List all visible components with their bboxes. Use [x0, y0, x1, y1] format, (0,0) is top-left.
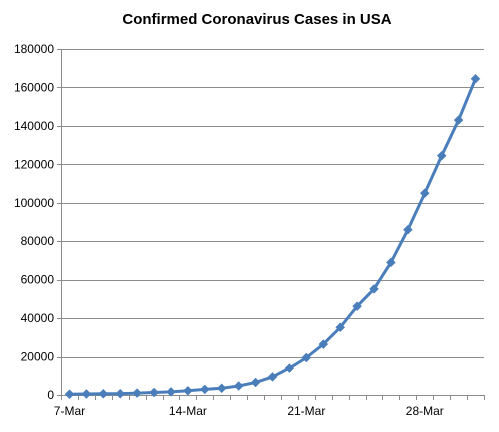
chart-title: Confirmed Coronavirus Cases in USA [122, 11, 391, 28]
y-tick-label: 100000 [14, 196, 54, 210]
data-point-marker [267, 372, 278, 382]
y-tick-label: 0 [47, 388, 54, 402]
data-point-marker [81, 389, 92, 399]
data-point-marker [64, 389, 75, 400]
data-point-marker [98, 388, 109, 399]
data-point-marker [403, 224, 413, 235]
data-point-marker [470, 73, 481, 84]
y-tick-label: 40000 [21, 311, 55, 325]
data-point-marker [166, 387, 176, 397]
data-point-marker [453, 115, 464, 125]
data-point-marker [183, 385, 193, 396]
y-tick-label: 80000 [21, 234, 55, 248]
gridlines [61, 49, 484, 358]
data-point-marker [199, 384, 210, 395]
y-tick-label: 20000 [21, 350, 55, 364]
data-point-marker [250, 377, 261, 388]
data-point-marker [436, 150, 447, 161]
x-tick-label: 21-Mar [287, 404, 325, 418]
y-tick-label: 140000 [14, 119, 54, 133]
data-point-marker [149, 387, 159, 398]
data-point-marker [369, 284, 379, 294]
x-tick-label: 7-Mar [54, 404, 85, 418]
x-tick-label: 28-Mar [406, 404, 444, 418]
y-tick-label: 120000 [14, 157, 54, 171]
data-point-marker [284, 363, 295, 373]
series-layer [64, 73, 481, 400]
data-point-marker [233, 381, 244, 391]
data-point-marker [216, 383, 227, 394]
y-tick-labels: 0 20000 40000 60000 80000 100000 120000 140000 1… [14, 42, 54, 402]
x-tick-labels: 7-Mar 14-Mar 21-Mar 28-Mar [54, 404, 444, 418]
data-point-marker [132, 388, 142, 398]
y-tick-label: 160000 [14, 80, 54, 94]
axes [57, 49, 485, 400]
data-point-marker [386, 257, 396, 268]
data-point-marker [419, 188, 430, 199]
data-point-marker [335, 322, 346, 333]
data-point-marker [115, 388, 126, 399]
x-tick-label: 14-Mar [169, 404, 207, 418]
y-tick-label: 60000 [21, 273, 55, 287]
y-tick-label: 180000 [14, 42, 54, 56]
data-point-marker [318, 339, 329, 349]
data-point-marker [301, 352, 312, 363]
data-point-marker [352, 301, 362, 312]
